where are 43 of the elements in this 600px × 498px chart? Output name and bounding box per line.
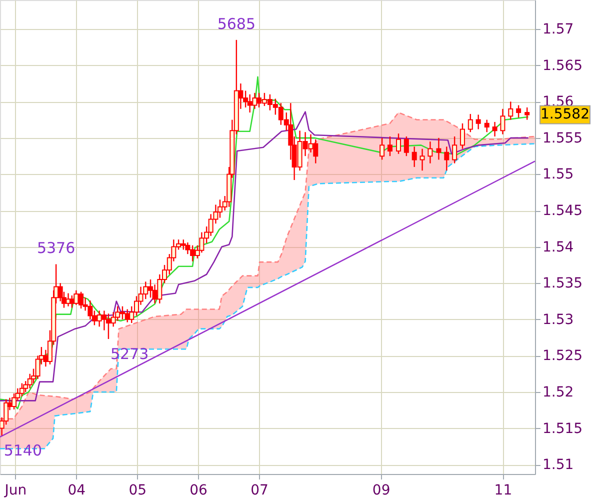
y-tick-label: 1.57 [542,22,574,38]
candlestick [380,137,385,160]
x-tick-label: 07 [250,482,268,498]
candlestick [387,136,392,157]
candlestick [500,108,506,135]
candlestick [524,106,530,120]
candlestick [412,146,417,168]
annotation: 5140 [4,442,42,460]
y-tick-label: 1.555 [542,130,583,146]
candlestick [420,148,425,172]
candlestick [19,382,24,397]
y-tick-label: 1.51 [542,457,574,474]
x-tick-label: 06 [190,482,208,498]
x-tick-label: Jun [4,482,27,498]
candlestick [452,136,458,164]
annotation: 5376 [36,239,76,258]
candlestick [444,146,450,172]
candlestick [436,137,442,160]
candlestick [460,122,465,150]
text: 1.5582 [540,106,590,123]
y-tick-label: 1.515 [542,420,583,437]
candlestick [468,113,473,133]
candlestick [508,101,514,120]
candlestick [404,136,409,157]
candlestick [396,132,402,154]
y-tick-label: 1.55 [542,166,574,183]
candlestick [516,104,522,118]
annotation: 5685 [217,14,256,33]
candlestick [492,121,498,138]
candlestick [484,119,490,133]
y-tick-label: 1.535 [542,276,583,292]
x-tick-label: 05 [128,482,147,498]
x-tick-label: 04 [68,482,86,498]
y-tick-label: 1.54 [542,239,574,256]
y-tick-label: 1.53 [542,312,574,328]
x-tick-label: 11 [494,482,512,498]
y-tick-label: 1.525 [542,348,583,364]
y-tick-label: 1.545 [542,203,583,220]
candlestick [428,140,433,164]
candlestick [476,114,481,130]
y-tick-label: 1.52 [542,384,574,400]
x-tick-label: 09 [372,482,390,498]
y-tick-label: 1.565 [542,58,583,74]
